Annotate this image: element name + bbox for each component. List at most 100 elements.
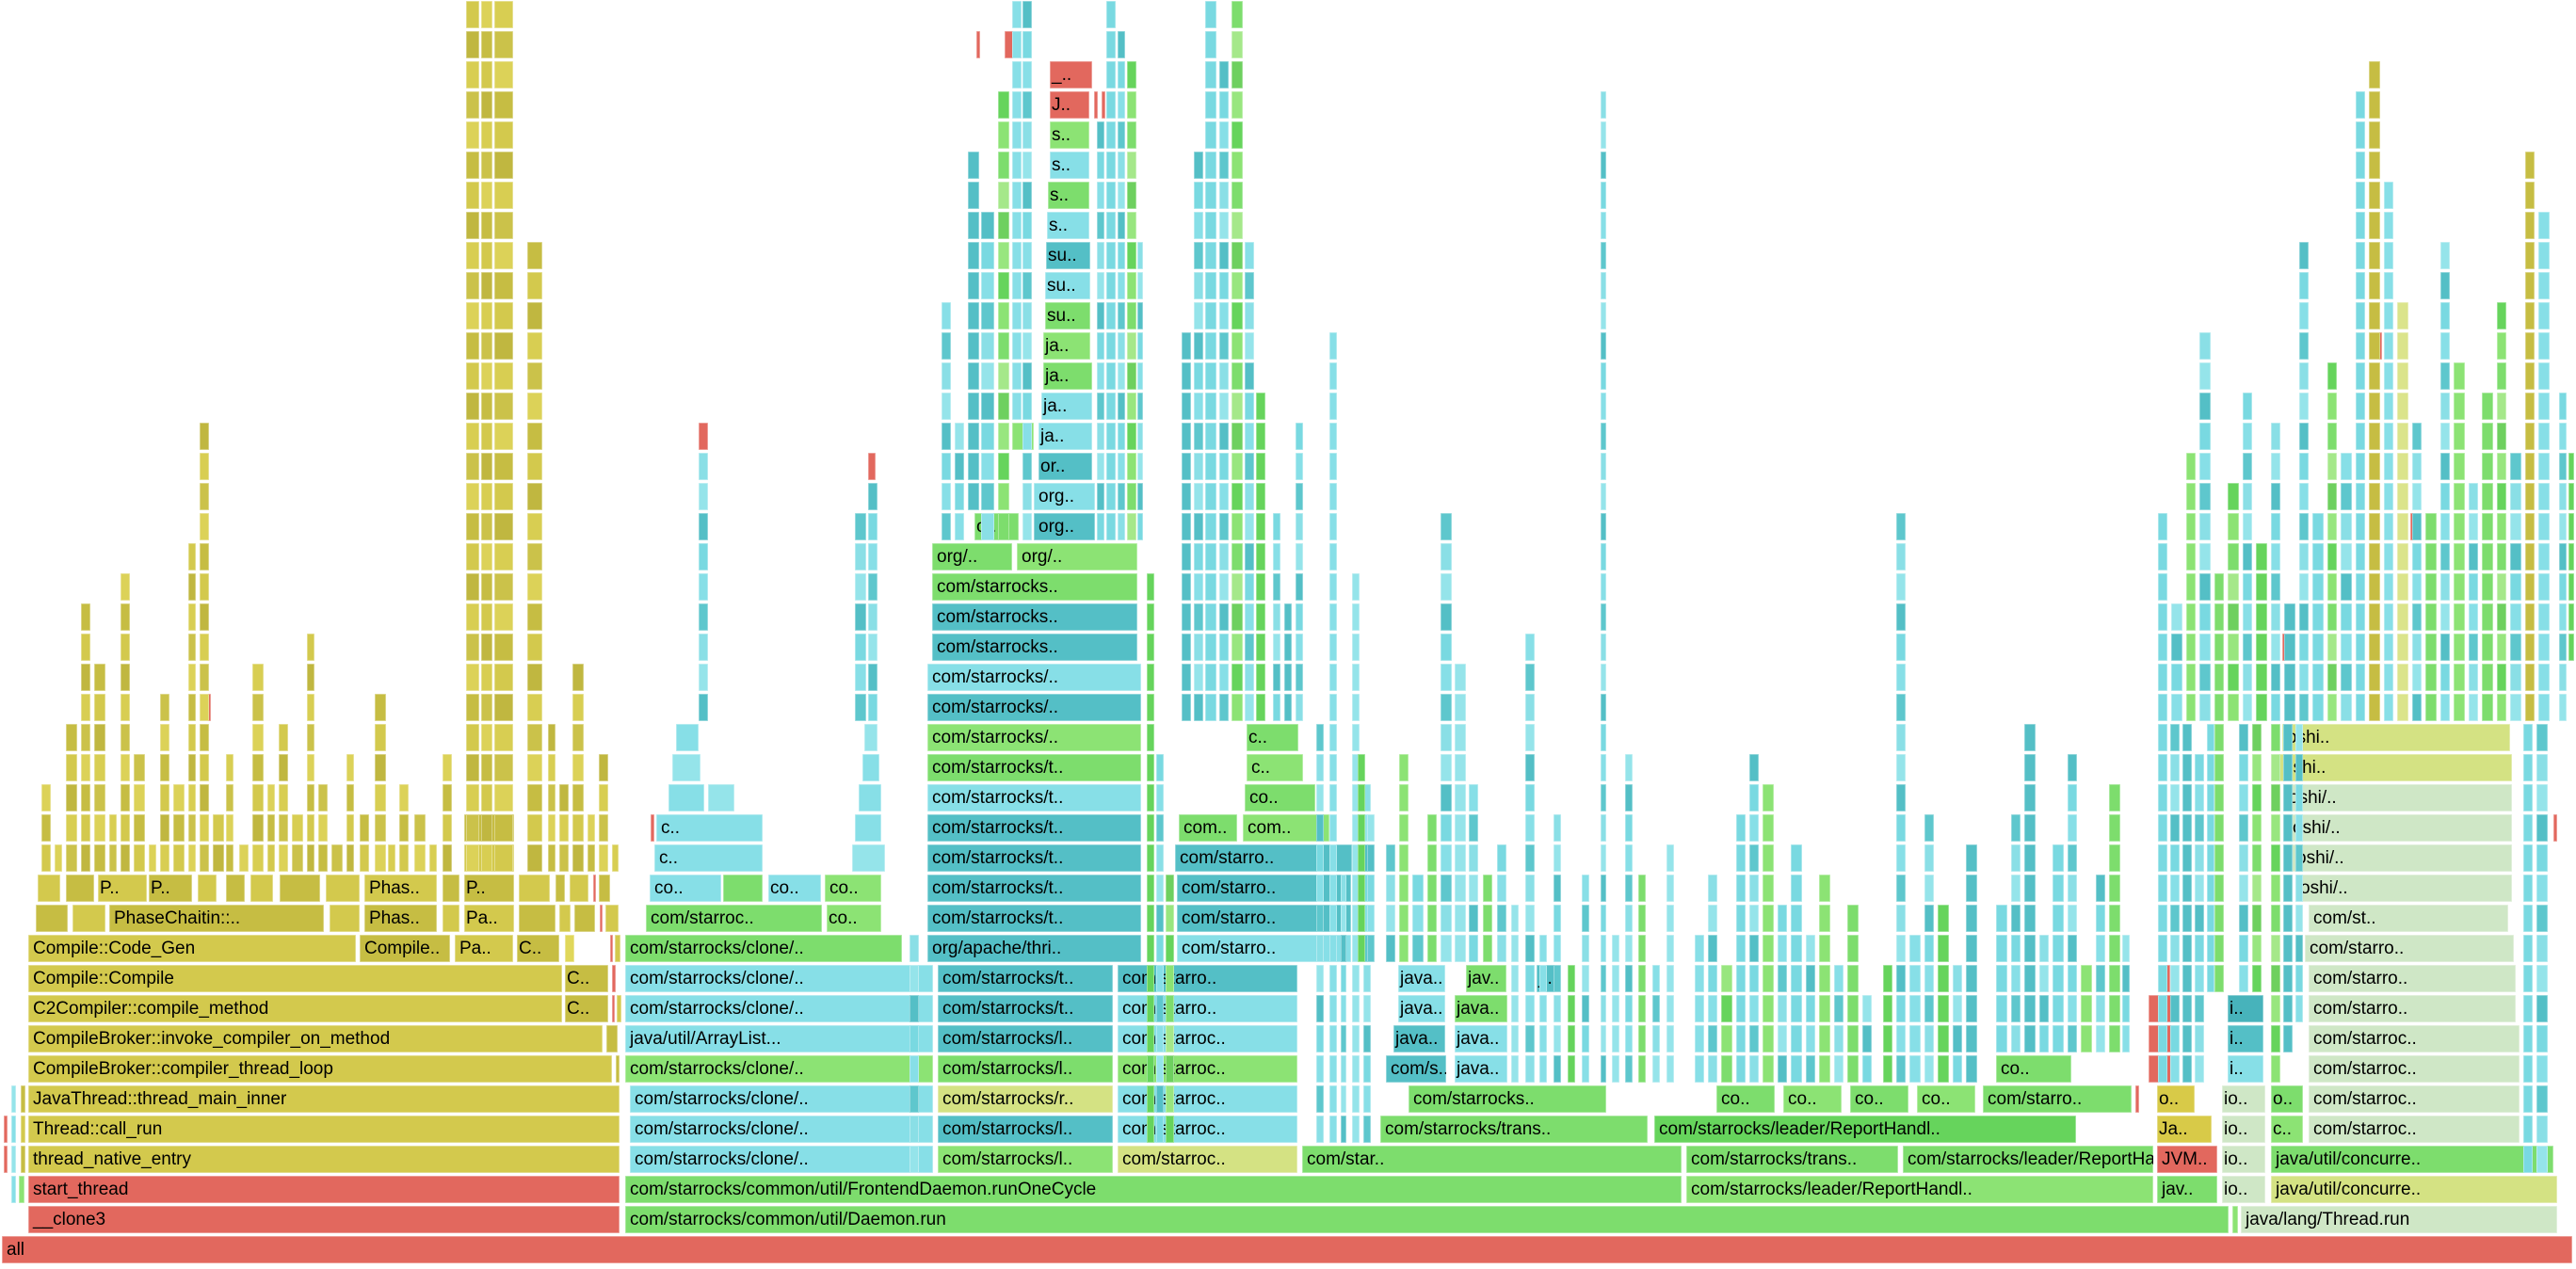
stack-frame-unlabeled[interactable] bbox=[1341, 1025, 1346, 1052]
stack-frame-unlabeled[interactable] bbox=[481, 543, 492, 570]
stack-frame-unlabeled[interactable] bbox=[121, 694, 130, 721]
stack-frame-unlabeled[interactable] bbox=[1106, 362, 1116, 390]
stack-frame-unlabeled[interactable] bbox=[1483, 905, 1492, 932]
stack-frame-unlabeled[interactable] bbox=[868, 664, 877, 691]
stack-frame-unlabeled[interactable] bbox=[2412, 664, 2422, 691]
stack-frame-unlabeled[interactable] bbox=[676, 724, 699, 751]
stack-frame-unlabeled[interactable] bbox=[2497, 302, 2506, 329]
stack-frame-unlabeled[interactable] bbox=[2369, 242, 2380, 269]
stack-frame[interactable]: thread_native_entry bbox=[28, 1146, 620, 1173]
stack-frame-unlabeled[interactable] bbox=[2081, 965, 2092, 992]
stack-frame-unlabeled[interactable] bbox=[1638, 965, 1646, 992]
stack-frame-unlabeled[interactable] bbox=[494, 784, 513, 811]
stack-frame-unlabeled[interactable] bbox=[1118, 121, 1125, 149]
stack-frame-unlabeled[interactable] bbox=[307, 694, 314, 721]
stack-frame-unlabeled[interactable] bbox=[1106, 31, 1116, 58]
stack-frame-unlabeled[interactable] bbox=[1118, 453, 1125, 480]
stack-frame[interactable]: su.. bbox=[1046, 242, 1090, 269]
stack-frame-unlabeled[interactable] bbox=[527, 694, 542, 721]
stack-frame-unlabeled[interactable] bbox=[2256, 543, 2267, 570]
stack-frame-unlabeled[interactable] bbox=[94, 664, 105, 691]
stack-frame-unlabeled[interactable] bbox=[1137, 483, 1143, 510]
stack-frame-unlabeled[interactable] bbox=[859, 784, 881, 811]
stack-frame-unlabeled[interactable] bbox=[1205, 121, 1216, 149]
stack-frame-unlabeled[interactable] bbox=[2252, 814, 2262, 842]
stack-frame-unlabeled[interactable] bbox=[1097, 483, 1104, 510]
stack-frame-unlabeled[interactable] bbox=[2397, 483, 2408, 510]
stack-frame-unlabeled[interactable] bbox=[121, 814, 130, 842]
stack-frame-unlabeled[interactable] bbox=[2039, 935, 2049, 962]
stack-frame-unlabeled[interactable] bbox=[2356, 423, 2365, 450]
stack-frame-unlabeled[interactable] bbox=[346, 784, 354, 811]
stack-frame-unlabeled[interactable] bbox=[2171, 603, 2182, 631]
stack-frame-unlabeled[interactable] bbox=[1539, 965, 1547, 992]
stack-frame-unlabeled[interactable] bbox=[1778, 1055, 1787, 1083]
stack-frame-unlabeled[interactable] bbox=[2186, 664, 2196, 691]
stack-frame-unlabeled[interactable] bbox=[998, 513, 1009, 540]
stack-frame-unlabeled[interactable] bbox=[1601, 423, 1606, 450]
stack-frame-unlabeled[interactable] bbox=[2252, 965, 2262, 992]
stack-frame[interactable]: com/starro.. bbox=[2305, 935, 2514, 962]
stack-frame[interactable]: Pa.. bbox=[464, 905, 514, 932]
stack-frame-unlabeled[interactable] bbox=[981, 332, 994, 360]
stack-frame-unlabeled[interactable] bbox=[307, 634, 314, 661]
stack-frame-unlabeled[interactable] bbox=[2195, 995, 2204, 1022]
stack-frame-unlabeled[interactable] bbox=[19, 1176, 24, 1203]
stack-frame-unlabeled[interactable] bbox=[572, 844, 584, 872]
stack-frame-unlabeled[interactable] bbox=[2024, 754, 2036, 781]
stack-frame-unlabeled[interactable] bbox=[968, 393, 979, 420]
stack-frame-unlabeled[interactable] bbox=[1022, 423, 1032, 450]
stack-frame-unlabeled[interactable] bbox=[2182, 1055, 2192, 1083]
stack-frame-unlabeled[interactable] bbox=[1996, 995, 2007, 1022]
stack-frame-unlabeled[interactable] bbox=[2440, 603, 2450, 631]
stack-frame-unlabeled[interactable] bbox=[2096, 875, 2105, 902]
stack-frame-unlabeled[interactable] bbox=[252, 664, 264, 691]
stack-frame-unlabeled[interactable] bbox=[1329, 573, 1337, 601]
stack-frame[interactable]: co.. bbox=[768, 875, 821, 902]
stack-frame-unlabeled[interactable] bbox=[1441, 905, 1452, 932]
stack-frame[interactable]: co.. bbox=[1850, 1085, 1908, 1113]
stack-frame[interactable]: com/starrocks/t.. bbox=[927, 875, 1141, 902]
stack-frame-unlabeled[interactable] bbox=[1441, 784, 1452, 811]
stack-frame-unlabeled[interactable] bbox=[1194, 242, 1203, 269]
stack-frame-unlabeled[interactable] bbox=[2011, 905, 2021, 932]
stack-frame-unlabeled[interactable] bbox=[2182, 875, 2192, 902]
stack-frame-unlabeled[interactable] bbox=[1601, 513, 1606, 540]
stack-frame-unlabeled[interactable] bbox=[1194, 182, 1203, 209]
stack-frame-unlabeled[interactable] bbox=[1427, 905, 1437, 932]
stack-frame-unlabeled[interactable] bbox=[519, 875, 550, 902]
stack-frame-unlabeled[interactable] bbox=[1232, 423, 1243, 450]
stack-frame-unlabeled[interactable] bbox=[1106, 272, 1116, 299]
stack-frame-unlabeled[interactable] bbox=[2327, 634, 2337, 661]
stack-frame-unlabeled[interactable] bbox=[1284, 694, 1292, 721]
stack-frame-unlabeled[interactable] bbox=[41, 844, 51, 872]
stack-frame[interactable]: com/starro.. bbox=[1177, 905, 1351, 932]
stack-frame-unlabeled[interactable] bbox=[2243, 423, 2252, 450]
stack-frame-unlabeled[interactable] bbox=[1329, 995, 1337, 1022]
stack-frame-unlabeled[interactable] bbox=[2109, 1025, 2120, 1052]
stack-frame-unlabeled[interactable] bbox=[2384, 212, 2393, 239]
stack-frame-unlabeled[interactable] bbox=[2536, 754, 2548, 781]
stack-frame-unlabeled[interactable] bbox=[466, 543, 479, 570]
stack-frame-unlabeled[interactable] bbox=[280, 875, 320, 902]
stack-frame-unlabeled[interactable] bbox=[1638, 935, 1646, 962]
stack-frame-unlabeled[interactable] bbox=[494, 61, 513, 88]
stack-frame-unlabeled[interactable] bbox=[2214, 603, 2224, 631]
stack-frame[interactable]: Compile.. bbox=[360, 935, 450, 962]
stack-frame-unlabeled[interactable] bbox=[527, 453, 542, 480]
stack-frame-unlabeled[interactable] bbox=[852, 844, 885, 872]
stack-frame-unlabeled[interactable] bbox=[2369, 393, 2380, 420]
stack-frame-unlabeled[interactable] bbox=[968, 362, 979, 390]
stack-frame-unlabeled[interactable] bbox=[2469, 694, 2478, 721]
stack-frame-unlabeled[interactable] bbox=[2523, 875, 2533, 902]
stack-frame-unlabeled[interactable] bbox=[942, 423, 951, 450]
stack-frame-unlabeled[interactable] bbox=[2195, 814, 2204, 842]
stack-frame-unlabeled[interactable] bbox=[2011, 814, 2021, 842]
stack-frame-unlabeled[interactable] bbox=[188, 784, 196, 811]
stack-frame-unlabeled[interactable] bbox=[2497, 664, 2506, 691]
stack-frame-unlabeled[interactable] bbox=[2397, 573, 2408, 601]
stack-frame[interactable]: Compile::Compile bbox=[28, 965, 562, 992]
stack-frame-unlabeled[interactable] bbox=[1601, 91, 1606, 119]
stack-frame-unlabeled[interactable] bbox=[2252, 844, 2262, 872]
stack-frame-unlabeled[interactable] bbox=[1194, 302, 1203, 329]
